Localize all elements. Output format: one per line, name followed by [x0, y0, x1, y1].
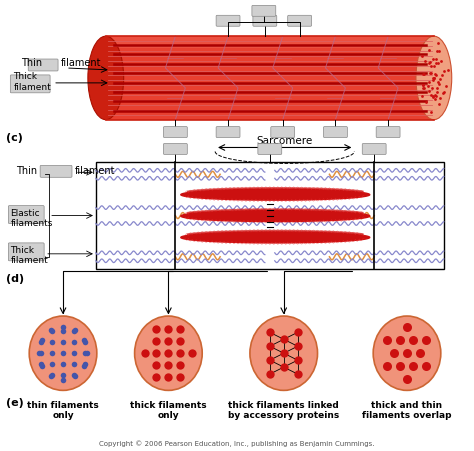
Ellipse shape	[250, 316, 318, 391]
FancyBboxPatch shape	[40, 166, 72, 178]
FancyBboxPatch shape	[164, 127, 187, 138]
Text: thick and thin
filaments overlap: thick and thin filaments overlap	[362, 400, 452, 419]
Text: thick filaments
only: thick filaments only	[130, 400, 207, 419]
Text: (c): (c)	[6, 132, 23, 142]
Text: Thin: Thin	[21, 58, 42, 68]
FancyBboxPatch shape	[288, 16, 311, 27]
FancyBboxPatch shape	[323, 127, 347, 138]
Bar	[96, 163, 444, 269]
FancyBboxPatch shape	[216, 16, 240, 27]
Ellipse shape	[29, 316, 97, 391]
Text: thin filaments
only: thin filaments only	[27, 400, 99, 419]
FancyBboxPatch shape	[9, 244, 44, 261]
Text: (e): (e)	[6, 397, 24, 407]
FancyBboxPatch shape	[28, 60, 58, 72]
Text: Thick
filament: Thick filament	[10, 245, 48, 265]
Bar	[106, 37, 434, 49]
FancyBboxPatch shape	[164, 144, 187, 155]
Text: Copyright © 2006 Pearson Education, Inc., publishing as Benjamin Cummings.: Copyright © 2006 Pearson Education, Inc.…	[99, 439, 375, 446]
Text: filament: filament	[61, 58, 101, 68]
Text: Thick
filament: Thick filament	[13, 72, 51, 92]
FancyBboxPatch shape	[10, 76, 50, 94]
Text: Sarcomere: Sarcomere	[256, 136, 313, 146]
Text: thick filaments linked
by accessory proteins: thick filaments linked by accessory prot…	[228, 400, 339, 419]
FancyBboxPatch shape	[252, 6, 276, 17]
Ellipse shape	[88, 37, 124, 120]
FancyBboxPatch shape	[253, 16, 277, 27]
FancyBboxPatch shape	[258, 144, 282, 155]
Ellipse shape	[135, 316, 202, 391]
FancyBboxPatch shape	[9, 206, 44, 224]
FancyBboxPatch shape	[376, 127, 400, 138]
Ellipse shape	[416, 37, 452, 120]
Text: Thin: Thin	[16, 166, 37, 176]
Bar	[106, 37, 434, 120]
FancyBboxPatch shape	[216, 127, 240, 138]
Text: filament: filament	[75, 166, 116, 176]
FancyBboxPatch shape	[271, 127, 295, 138]
Text: (d): (d)	[6, 273, 25, 283]
Text: Elastic
filaments: Elastic filaments	[10, 208, 53, 227]
Ellipse shape	[373, 316, 441, 391]
FancyBboxPatch shape	[362, 144, 386, 155]
